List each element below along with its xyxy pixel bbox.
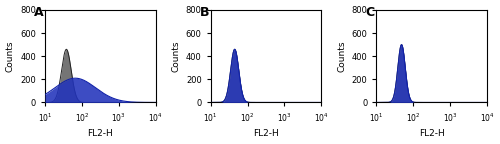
Text: C: C	[366, 6, 374, 19]
Y-axis label: Counts: Counts	[6, 40, 15, 72]
Text: B: B	[200, 6, 209, 19]
Y-axis label: Counts: Counts	[172, 40, 180, 72]
Text: A: A	[34, 6, 43, 19]
X-axis label: FL2-H: FL2-H	[253, 129, 279, 138]
X-axis label: FL2-H: FL2-H	[419, 129, 444, 138]
Y-axis label: Counts: Counts	[337, 40, 346, 72]
X-axis label: FL2-H: FL2-H	[88, 129, 113, 138]
